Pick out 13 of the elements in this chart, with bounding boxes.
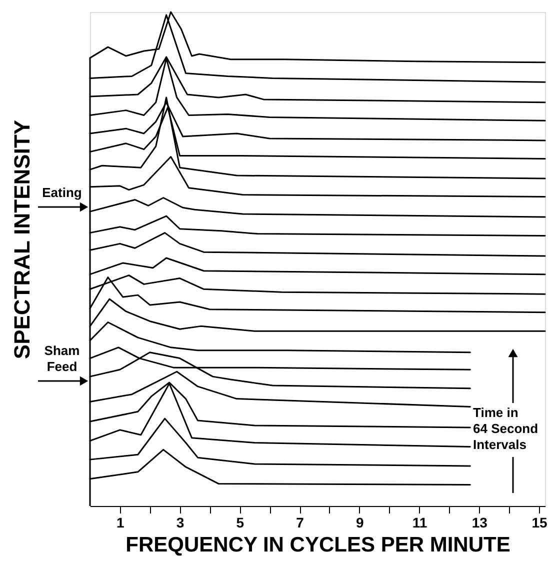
x-tick-label: 9 — [356, 514, 364, 530]
x-tick-label: 1 — [116, 514, 125, 530]
x-tick-label: 5 — [236, 514, 244, 530]
x-tick-label: 7 — [296, 514, 304, 530]
y-axis-title: SPECTRAL INTENSITY — [10, 120, 34, 360]
x-tick-label: 11 — [412, 514, 428, 530]
x-tick-label: 3 — [176, 514, 184, 530]
x-tick-label: 15 — [532, 514, 548, 530]
text: Eating — [42, 185, 82, 200]
annotation: Time in 64 Second Intervals — [473, 405, 538, 452]
x-axis-title: FREQUENCY IN CYCLES PER MINUTE — [126, 534, 510, 556]
text: Sham Feed — [44, 343, 80, 374]
x-tick-label: 13 — [472, 514, 488, 530]
